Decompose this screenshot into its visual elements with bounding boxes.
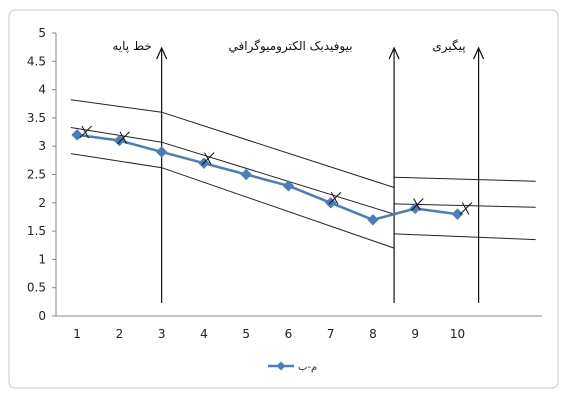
cross-mark-stroke — [204, 152, 212, 165]
phase-arrow-head — [156, 46, 168, 60]
x-tick-label: 1 — [73, 327, 81, 341]
y-tick-label: 3.5 — [27, 111, 46, 125]
cross-marks — [79, 125, 473, 215]
band-line — [394, 233, 536, 241]
y-tick-labels: 0 0.5 1 1.5 2 2.5 3 3.5 4 4.5 5 — [27, 26, 56, 323]
x-tick-label: 6 — [285, 327, 293, 341]
cross-mark-stroke — [413, 198, 421, 211]
y-tick-label: 1.5 — [27, 224, 46, 238]
data-point — [451, 208, 464, 220]
phase-lines — [156, 46, 485, 303]
x-tick-label: 3 — [158, 327, 166, 341]
phase-label: پیگیری — [432, 39, 465, 54]
data-point — [155, 146, 168, 158]
x-tick-label: 8 — [369, 327, 377, 341]
phase-labels: خط پایه بیوفیدبک الکترومیوگرافي پیگیری — [112, 39, 465, 54]
cross-mark-stroke — [81, 125, 90, 139]
x-tick-label: 4 — [200, 327, 208, 341]
x-tick-labels: 1 2 3 4 5 6 7 8 9 10 — [73, 327, 465, 341]
legend-marker — [276, 361, 286, 371]
cross-mark-stroke — [119, 131, 128, 144]
y-tick-label: 3 — [38, 139, 46, 153]
x-tick-label: 5 — [242, 327, 250, 341]
band-line — [394, 176, 536, 182]
y-tick-label: 2.5 — [27, 168, 46, 182]
x-tick-label: 7 — [327, 327, 335, 341]
phase-arrow-head — [473, 46, 485, 60]
y-tick-label: 2 — [38, 196, 46, 210]
legend: م-ب — [268, 361, 317, 373]
y-tick-label: 0 — [38, 309, 46, 323]
y-tick-label: 0.5 — [27, 281, 46, 295]
series-line — [76, 133, 458, 222]
cross-mark-stroke — [461, 202, 470, 215]
y-tick-label: 5 — [38, 26, 46, 40]
phase-label: بیوفیدبک الکترومیوگرافي — [229, 39, 353, 54]
data-point — [240, 168, 252, 181]
y-tick-label: 1 — [38, 252, 46, 266]
x-tick-label: 9 — [411, 327, 419, 341]
legend-label: م-ب — [298, 362, 317, 373]
cross-mark-stroke — [330, 192, 339, 205]
phase-arrow-head — [388, 46, 400, 60]
y-tick-label: 4.5 — [27, 54, 46, 68]
x-tick-label: 2 — [116, 327, 124, 341]
data-point — [282, 180, 295, 192]
data-point — [367, 214, 379, 226]
phase-label: خط پایه — [112, 39, 151, 53]
chart-border — [8, 9, 559, 389]
y-tick-label: 4 — [38, 83, 46, 97]
x-tick-label: 10 — [450, 327, 465, 341]
